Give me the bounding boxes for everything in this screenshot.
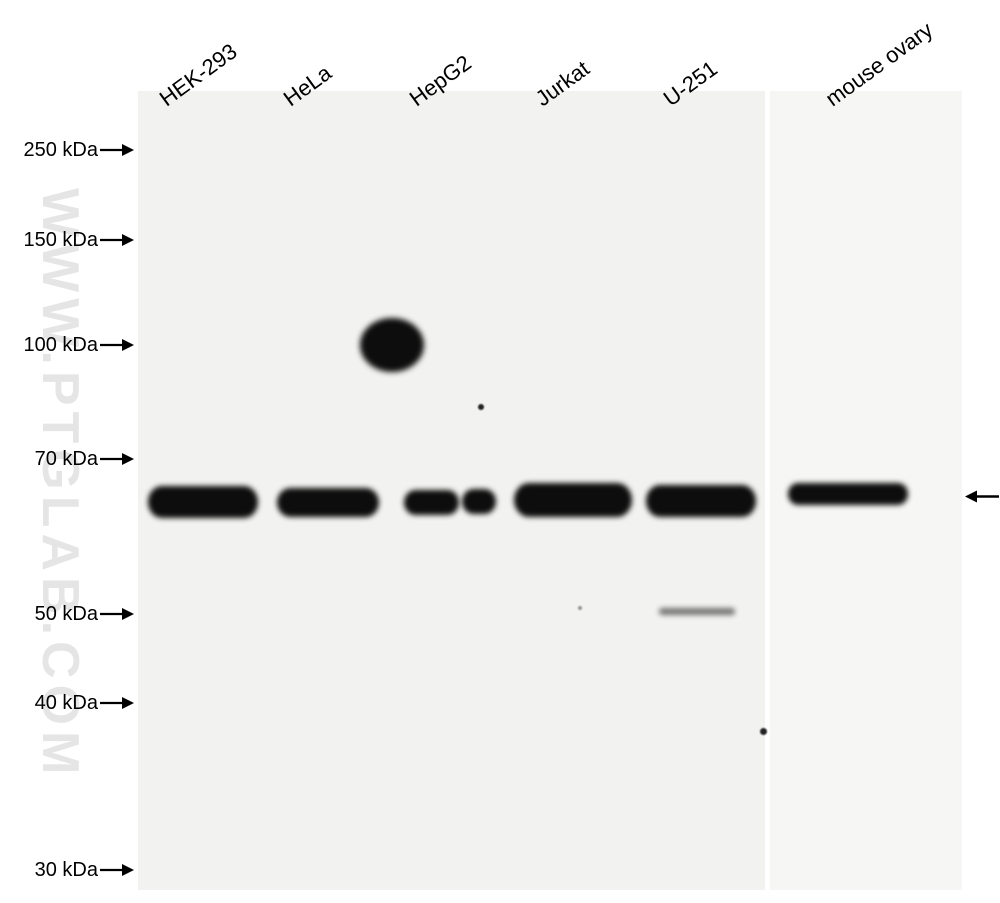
mw-marker-label: 40 kDa (35, 692, 98, 715)
band-mouse-ovary (788, 483, 908, 505)
mw-marker-label: 30 kDa (35, 859, 98, 882)
mw-marker: 150 kDa (0, 228, 134, 252)
mw-marker-label: 250 kDa (24, 139, 99, 162)
mw-marker-label: 50 kDa (35, 603, 98, 626)
band-hepg2-a (404, 490, 459, 515)
western-blot-figure: WWW.PTGLAB.COM 250 kDa150 kDa100 kDa70 k… (0, 0, 1000, 903)
artifact-large-blob (360, 318, 424, 372)
mw-marker: 30 kDa (0, 858, 134, 882)
mw-marker: 250 kDa (0, 138, 134, 162)
blot-membrane-gap (765, 91, 770, 890)
mw-marker: 70 kDa (0, 447, 134, 471)
mw-marker-label: 70 kDa (35, 448, 98, 471)
band-u251 (646, 485, 756, 517)
band-hela (277, 488, 379, 517)
band-jurkat (514, 483, 632, 517)
mw-marker: 100 kDa (0, 333, 134, 357)
mw-marker-label: 100 kDa (24, 334, 99, 357)
band-hek293 (148, 486, 258, 518)
band-u251-minor (659, 608, 735, 615)
target-band-arrow (965, 489, 999, 510)
mw-marker-label: 150 kDa (24, 229, 99, 252)
mw-marker: 40 kDa (0, 691, 134, 715)
mw-marker: 50 kDa (0, 602, 134, 626)
artifact-speck (578, 606, 582, 610)
artifact-speck (760, 728, 767, 735)
artifact-speck (478, 404, 484, 410)
band-hepg2-b (462, 489, 496, 514)
